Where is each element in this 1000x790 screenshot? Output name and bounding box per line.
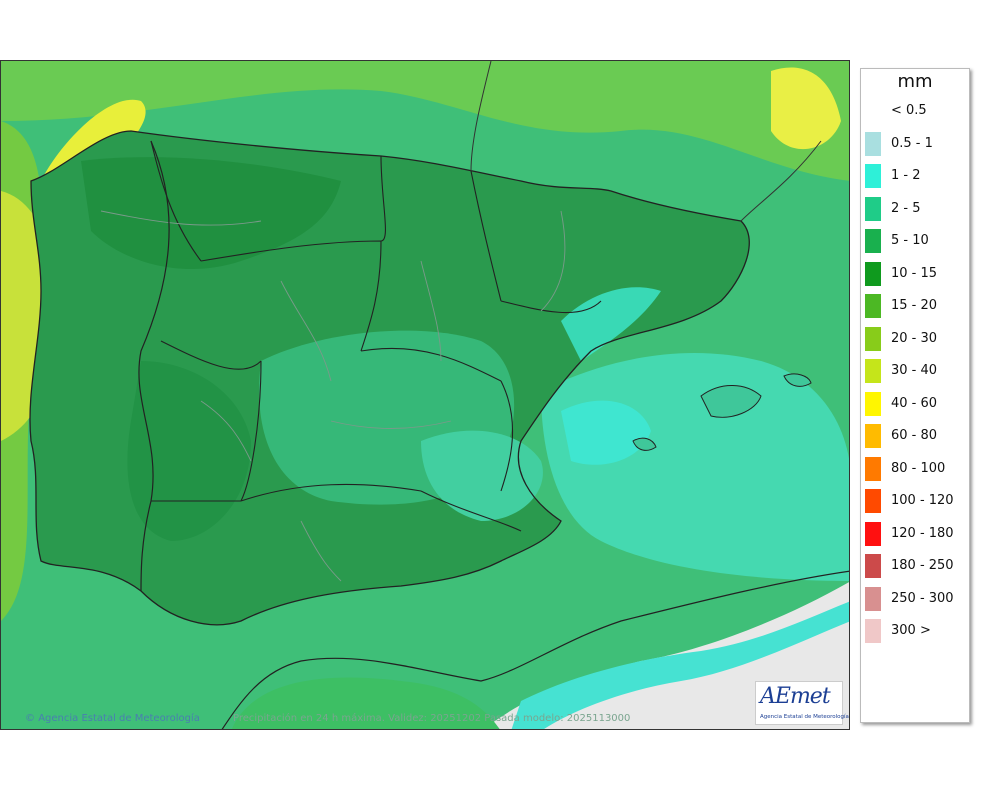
legend-item: 180 - 250	[865, 554, 969, 578]
legend-swatch	[865, 586, 881, 611]
legend-label: 15 - 20	[891, 298, 938, 313]
legend-item: 60 - 80	[865, 424, 969, 448]
menorca	[783, 373, 812, 387]
africa-coastline	[221, 570, 849, 729]
legend-swatch	[865, 196, 881, 221]
legend-swatch	[865, 619, 881, 643]
legend-swatch	[865, 99, 881, 123]
legend-item: 120 - 180	[865, 521, 969, 546]
legend-swatch	[865, 359, 881, 383]
southeast-cyan	[421, 430, 543, 521]
legend-swatch	[865, 521, 881, 546]
legend-swatch	[865, 391, 881, 416]
portugal-border	[138, 140, 170, 592]
legend-swatch	[865, 424, 881, 448]
legend-label: 40 - 60	[891, 395, 938, 411]
legend-label: 20 - 30	[891, 330, 938, 346]
legend-swatch	[865, 229, 881, 253]
legend-label: 180 - 250	[891, 558, 954, 573]
ibiza	[632, 437, 657, 451]
legend-item: 15 - 20	[865, 294, 969, 318]
region-borders	[150, 140, 602, 532]
legend-item: 300 >	[865, 619, 969, 643]
legend-label: 30 - 40	[891, 363, 938, 378]
east-coast-cyan	[561, 287, 661, 361]
credit-text: © Agencia Estatal de Meteorología	[25, 713, 200, 724]
copyright-icon: ©	[25, 713, 35, 724]
legend-label: 0.5 - 1	[891, 135, 933, 151]
legend-swatch	[865, 164, 881, 188]
legend-label: 10 - 15	[891, 265, 938, 281]
legend-item: 80 - 100	[865, 456, 969, 481]
legend-item: 2 - 5	[865, 196, 969, 221]
legend-swatch	[865, 326, 881, 351]
legend-item: 250 - 300	[865, 586, 969, 611]
france-border	[470, 61, 822, 222]
legend-swatch	[865, 554, 881, 578]
balearic-cyan	[561, 400, 651, 465]
aemet-logo: AEmet Agencia Estatal de Meteorología	[755, 681, 849, 725]
precipitation-map[interactable]: © Agencia Estatal de Meteorología Precip…	[0, 60, 850, 730]
legend-item: 100 - 120	[865, 489, 969, 513]
legend-label: 2 - 5	[891, 200, 921, 216]
mallorca	[700, 385, 762, 418]
coastline	[29, 130, 750, 626]
legend-item: 20 - 30	[865, 326, 969, 351]
logo-text: AEmet	[760, 684, 831, 709]
legend-label: 80 - 100	[891, 460, 946, 476]
legend-label: 5 - 10	[891, 233, 929, 248]
legend-label: 300 >	[891, 623, 931, 638]
legend-label: 100 - 120	[891, 493, 954, 508]
africa-coast-cyan	[511, 601, 849, 729]
northwest-dark	[81, 157, 341, 270]
legend-item: 1 - 2	[865, 164, 969, 188]
legend-label: 120 - 180	[891, 525, 954, 541]
legend-label: < 0.5	[891, 103, 927, 118]
legend-item: 0.5 - 1	[865, 131, 969, 156]
credit-label: Agencia Estatal de Meteorología	[38, 713, 200, 724]
northeast-yellow	[771, 67, 841, 150]
sea-band-north	[1, 61, 849, 181]
legend-item: < 0.5	[865, 99, 969, 123]
legend-item: 40 - 60	[865, 391, 969, 416]
legend-swatch	[865, 456, 881, 481]
legend-unit: mm	[897, 71, 933, 92]
legend-label: 60 - 80	[891, 428, 938, 443]
legend-item: 30 - 40	[865, 359, 969, 383]
legend-swatch	[865, 489, 881, 513]
legend-label: 250 - 300	[891, 590, 954, 606]
logo-subtitle: Agencia Estatal de Meteorología	[760, 714, 849, 720]
legend-item: 10 - 15	[865, 261, 969, 286]
precipitation-legend: mm < 0.5 0.5 - 1 1 - 2 2 - 5 5 - 10 10 - 15 15…	[860, 68, 970, 723]
africa-green	[231, 677, 500, 729]
legend-label: 1 - 2	[891, 168, 921, 183]
map-canvas	[1, 61, 849, 729]
southwest-dark	[127, 361, 251, 541]
province-borders	[100, 210, 566, 582]
map-caption: Precipitación en 24 h máxima. Validez: 2…	[233, 713, 631, 724]
legend-swatch	[865, 294, 881, 318]
legend-swatch	[865, 131, 881, 156]
legend-swatch	[865, 261, 881, 286]
legend-item: 5 - 10	[865, 229, 969, 253]
